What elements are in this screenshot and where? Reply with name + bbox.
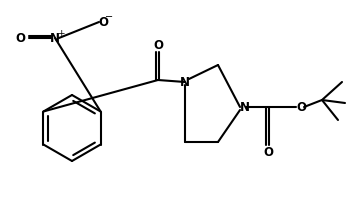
Text: O: O <box>15 31 25 45</box>
Text: O: O <box>98 15 108 29</box>
Text: N: N <box>50 31 60 45</box>
Text: O: O <box>296 101 306 113</box>
Text: O: O <box>263 147 273 160</box>
Text: N: N <box>180 75 190 89</box>
Text: N: N <box>240 101 250 113</box>
Text: −: − <box>106 12 113 22</box>
Text: O: O <box>153 38 163 51</box>
Text: +: + <box>57 29 64 37</box>
